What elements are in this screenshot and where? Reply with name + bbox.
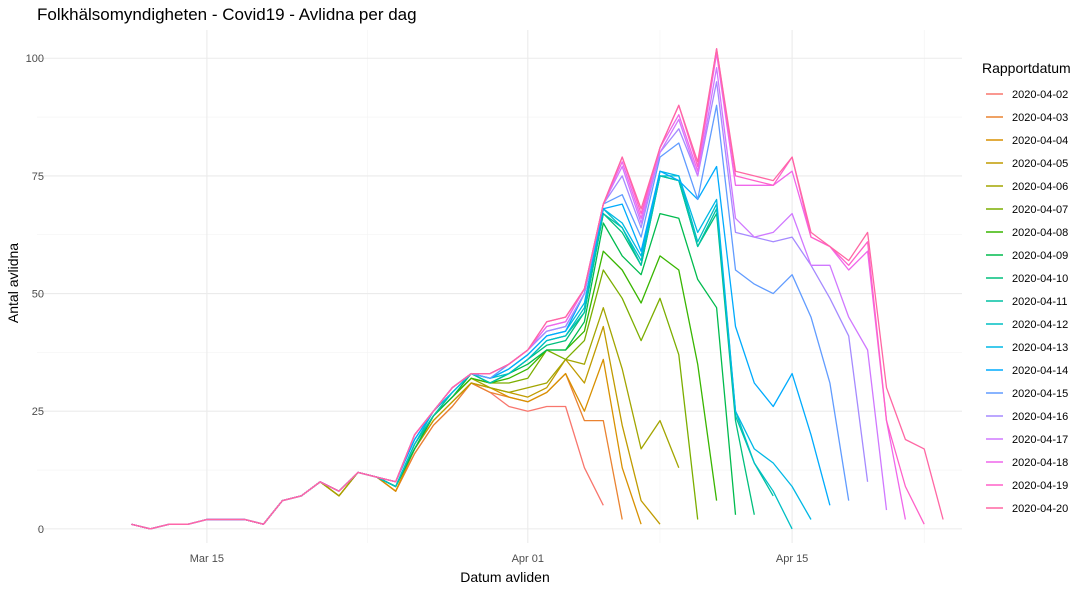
y-axis-title: Antal avlidna bbox=[5, 243, 21, 323]
x-tick-label: Mar 15 bbox=[190, 553, 224, 565]
legend-label-2020-04-02: 2020-04-02 bbox=[1012, 89, 1068, 101]
legend-label-2020-04-15: 2020-04-15 bbox=[1012, 388, 1068, 400]
x-tick-label: Apr 15 bbox=[776, 553, 808, 565]
x-axis-title: Datum avliden bbox=[460, 569, 550, 585]
legend-label-2020-04-11: 2020-04-11 bbox=[1012, 296, 1067, 308]
legend: Rapportdatum 2020-04-02 2020-04-03 2020-04… bbox=[982, 60, 1071, 515]
series-line-2020-04-07 bbox=[131, 269, 699, 530]
series-line-2020-04-06 bbox=[131, 307, 680, 530]
legend-label-2020-04-03: 2020-04-03 bbox=[1012, 112, 1068, 124]
legend-label-2020-04-18: 2020-04-18 bbox=[1012, 457, 1068, 469]
legend-label-2020-04-20: 2020-04-20 bbox=[1012, 503, 1068, 515]
series-line-2020-04-14 bbox=[131, 165, 831, 530]
series-line-2020-04-17 bbox=[131, 67, 888, 530]
series-line-2020-04-04 bbox=[131, 358, 642, 530]
legend-label-2020-04-04: 2020-04-04 bbox=[1012, 135, 1068, 147]
legend-label-2020-04-12: 2020-04-12 bbox=[1012, 319, 1068, 331]
legend-label-2020-04-19: 2020-04-19 bbox=[1012, 480, 1068, 492]
y-tick-label: 100 bbox=[26, 53, 44, 65]
series-line-2020-04-18 bbox=[131, 52, 907, 530]
legend-label-2020-04-14: 2020-04-14 bbox=[1012, 365, 1068, 377]
y-tick-label: 50 bbox=[32, 289, 44, 301]
y-axis-ticks: 0 25 50 75 100 bbox=[26, 53, 44, 536]
y-tick-label: 0 bbox=[38, 524, 44, 536]
series-line-2020-04-03 bbox=[131, 372, 623, 530]
legend-label-2020-04-05: 2020-04-05 bbox=[1012, 158, 1068, 170]
series-line-2020-04-09 bbox=[131, 212, 737, 530]
x-tick-label: Apr 01 bbox=[512, 553, 544, 565]
series-line-2020-04-16 bbox=[131, 81, 869, 530]
grid bbox=[37, 30, 962, 543]
x-axis-ticks: Mar 15 Apr 01 Apr 15 bbox=[190, 553, 809, 565]
chart-title: Folkhälsomyndigheten - Covid19 - Avlidna… bbox=[37, 5, 417, 24]
legend-label-2020-04-07: 2020-04-07 bbox=[1012, 204, 1068, 216]
series-lines bbox=[131, 48, 944, 530]
series-line-2020-04-15 bbox=[131, 104, 850, 530]
legend-label-2020-04-06: 2020-04-06 bbox=[1012, 181, 1068, 193]
legend-label-2020-04-10: 2020-04-10 bbox=[1012, 273, 1068, 285]
legend-label-2020-04-16: 2020-04-16 bbox=[1012, 411, 1068, 423]
series-line-2020-04-20 bbox=[131, 48, 944, 530]
y-tick-label: 25 bbox=[32, 406, 44, 418]
series-line-2020-04-05 bbox=[131, 325, 661, 530]
legend-label-2020-04-13: 2020-04-13 bbox=[1012, 342, 1068, 354]
legend-title: Rapportdatum bbox=[982, 60, 1071, 76]
legend-label-2020-04-08: 2020-04-08 bbox=[1012, 227, 1068, 239]
legend-label-2020-04-09: 2020-04-09 bbox=[1012, 250, 1068, 262]
y-tick-label: 75 bbox=[32, 171, 44, 183]
legend-label-2020-04-17: 2020-04-17 bbox=[1012, 434, 1068, 446]
